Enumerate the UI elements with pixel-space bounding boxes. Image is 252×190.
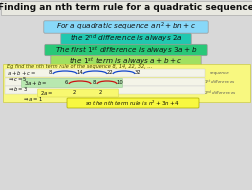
- FancyBboxPatch shape: [67, 98, 198, 108]
- Text: 14: 14: [76, 70, 83, 75]
- FancyBboxPatch shape: [51, 55, 200, 67]
- FancyBboxPatch shape: [21, 78, 122, 88]
- FancyBboxPatch shape: [3, 64, 249, 102]
- FancyBboxPatch shape: [5, 78, 204, 86]
- Text: $\Rightarrow c=5$: $\Rightarrow c=5$: [7, 75, 27, 83]
- FancyBboxPatch shape: [5, 86, 204, 94]
- Text: the $1^{st}$ term is always $a + b + c$: the $1^{st}$ term is always $a + b + c$: [69, 55, 182, 67]
- Text: $\Rightarrow b=3$: $\Rightarrow b=3$: [7, 85, 28, 93]
- Text: $3a+b=$: $3a+b=$: [24, 79, 47, 87]
- FancyBboxPatch shape: [37, 89, 118, 97]
- Text: the $2^{nd}$ difference is always $2a$: the $2^{nd}$ difference is always $2a$: [69, 33, 182, 45]
- Text: $1^{st}$ differences: $1^{st}$ differences: [203, 79, 235, 87]
- FancyBboxPatch shape: [1, 1, 251, 15]
- Text: so the nth term rule is $n^2 + 3n + 4$: so the nth term rule is $n^2 + 3n + 4$: [85, 98, 180, 108]
- Text: $a+b+c=$: $a+b+c=$: [7, 69, 36, 77]
- Text: 8: 8: [48, 70, 51, 75]
- Text: sequence: sequence: [209, 71, 229, 75]
- Text: 32: 32: [134, 70, 141, 75]
- Text: 2: 2: [72, 90, 75, 96]
- Text: $2a=$: $2a=$: [40, 89, 53, 97]
- Text: 8: 8: [92, 81, 95, 86]
- FancyBboxPatch shape: [45, 44, 206, 56]
- Text: 2: 2: [98, 90, 101, 96]
- Text: $\Rightarrow a=1$: $\Rightarrow a=1$: [22, 95, 43, 103]
- Text: 6: 6: [64, 81, 68, 86]
- FancyBboxPatch shape: [5, 69, 204, 77]
- FancyBboxPatch shape: [60, 33, 191, 45]
- Text: $2^{nd}$ differences: $2^{nd}$ differences: [203, 88, 235, 98]
- FancyBboxPatch shape: [44, 21, 207, 33]
- Text: The first $1^{st}$ difference is always $3a + b$: The first $1^{st}$ difference is always …: [54, 44, 197, 56]
- Text: Finding an nth term rule for a quadratic sequence: Finding an nth term rule for a quadratic…: [0, 3, 252, 13]
- Text: 22: 22: [106, 70, 113, 75]
- Text: For a quadratic sequence $an^2 + bn + c$: For a quadratic sequence $an^2 + bn + c$: [56, 21, 195, 33]
- Text: 10: 10: [116, 81, 123, 86]
- Text: Eg find the nth term rule of the sequence 8, 14, 22, 32, ...: Eg find the nth term rule of the sequenc…: [7, 64, 152, 70]
